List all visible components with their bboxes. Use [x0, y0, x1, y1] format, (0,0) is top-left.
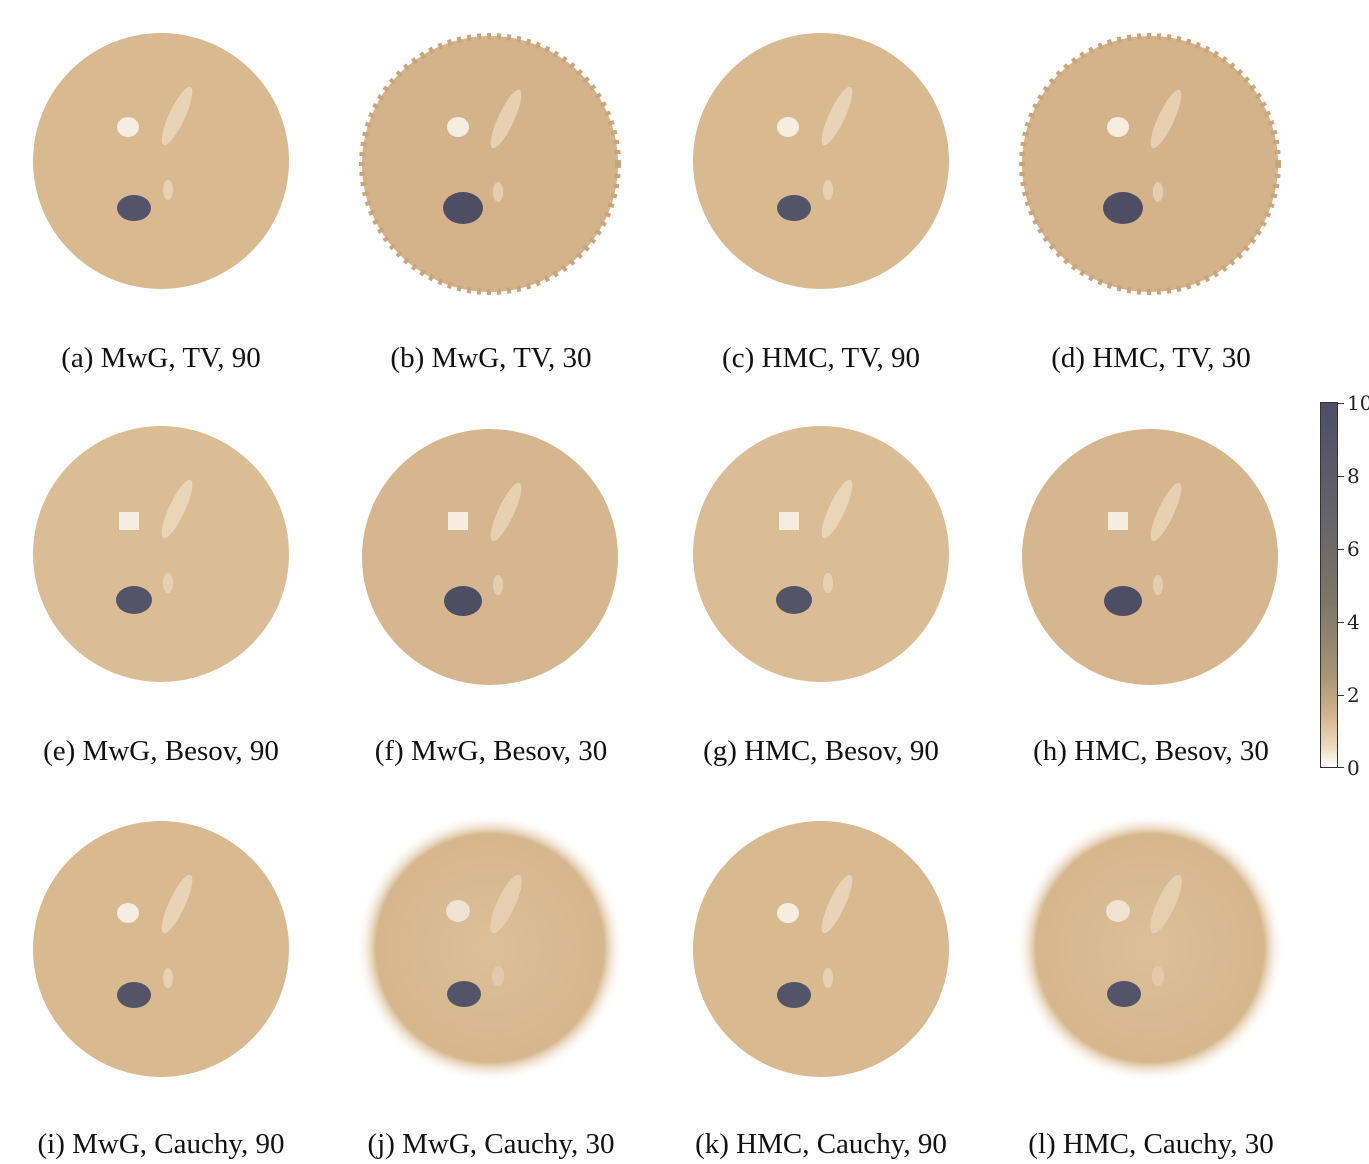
reconstruction-image — [1022, 429, 1278, 685]
colorbar-tick — [1338, 695, 1344, 696]
panel-l — [990, 788, 1310, 1110]
colorbar — [1320, 402, 1338, 768]
panel-k — [660, 788, 980, 1110]
reconstruction-image — [359, 33, 621, 295]
reconstruction-image — [1019, 33, 1281, 295]
reconstruction-image — [356, 814, 624, 1082]
caption-j: (j) MwG, Cauchy, 30 — [367, 1128, 615, 1160]
caption-k: (k) HMC, Cauchy, 90 — [695, 1128, 947, 1160]
panel-h — [990, 393, 1310, 715]
caption-g: (g) HMC, Besov, 90 — [703, 735, 939, 767]
colorbar-tick — [1338, 476, 1344, 477]
colorbar-tick — [1338, 622, 1344, 623]
reconstruction-image — [1016, 814, 1284, 1082]
reconstruction-image — [362, 429, 618, 685]
caption-d: (d) HMC, TV, 30 — [1051, 342, 1251, 374]
caption-i: (i) MwG, Cauchy, 90 — [37, 1128, 285, 1160]
colorbar-tick-label: 8 — [1347, 464, 1360, 488]
caption-c: (c) HMC, TV, 90 — [722, 342, 920, 374]
panel-i — [0, 788, 320, 1110]
colorbar-tick — [1338, 767, 1344, 768]
panel-d — [990, 0, 1310, 322]
caption-e: (e) MwG, Besov, 90 — [43, 735, 279, 767]
reconstruction-image — [33, 426, 289, 682]
colorbar-tick-label: 0 — [1347, 756, 1360, 780]
reconstruction-image — [693, 426, 949, 682]
colorbar-tick — [1338, 549, 1344, 550]
panel-f — [330, 393, 650, 715]
caption-f: (f) MwG, Besov, 30 — [374, 735, 608, 767]
caption-a: (a) MwG, TV, 90 — [61, 342, 261, 374]
colorbar-tick — [1338, 403, 1344, 404]
caption-l: (l) HMC, Cauchy, 30 — [1028, 1128, 1274, 1160]
colorbar-tick-label: 10 — [1347, 391, 1369, 415]
panel-g — [660, 393, 980, 715]
caption-h: (h) HMC, Besov, 30 — [1033, 735, 1269, 767]
colorbar-tick-label: 2 — [1347, 683, 1360, 707]
reconstruction-image — [33, 821, 289, 1077]
caption-b: (b) MwG, TV, 30 — [390, 342, 592, 374]
panel-e — [0, 393, 320, 715]
reconstruction-image — [33, 33, 289, 289]
panel-a — [0, 0, 320, 322]
panel-j — [330, 788, 650, 1110]
panel-b — [330, 0, 650, 322]
panel-c — [660, 0, 980, 322]
reconstruction-image — [693, 33, 949, 289]
colorbar-tick-label: 4 — [1347, 610, 1360, 634]
reconstruction-image — [693, 821, 949, 1077]
colorbar-tick-label: 6 — [1347, 537, 1360, 561]
